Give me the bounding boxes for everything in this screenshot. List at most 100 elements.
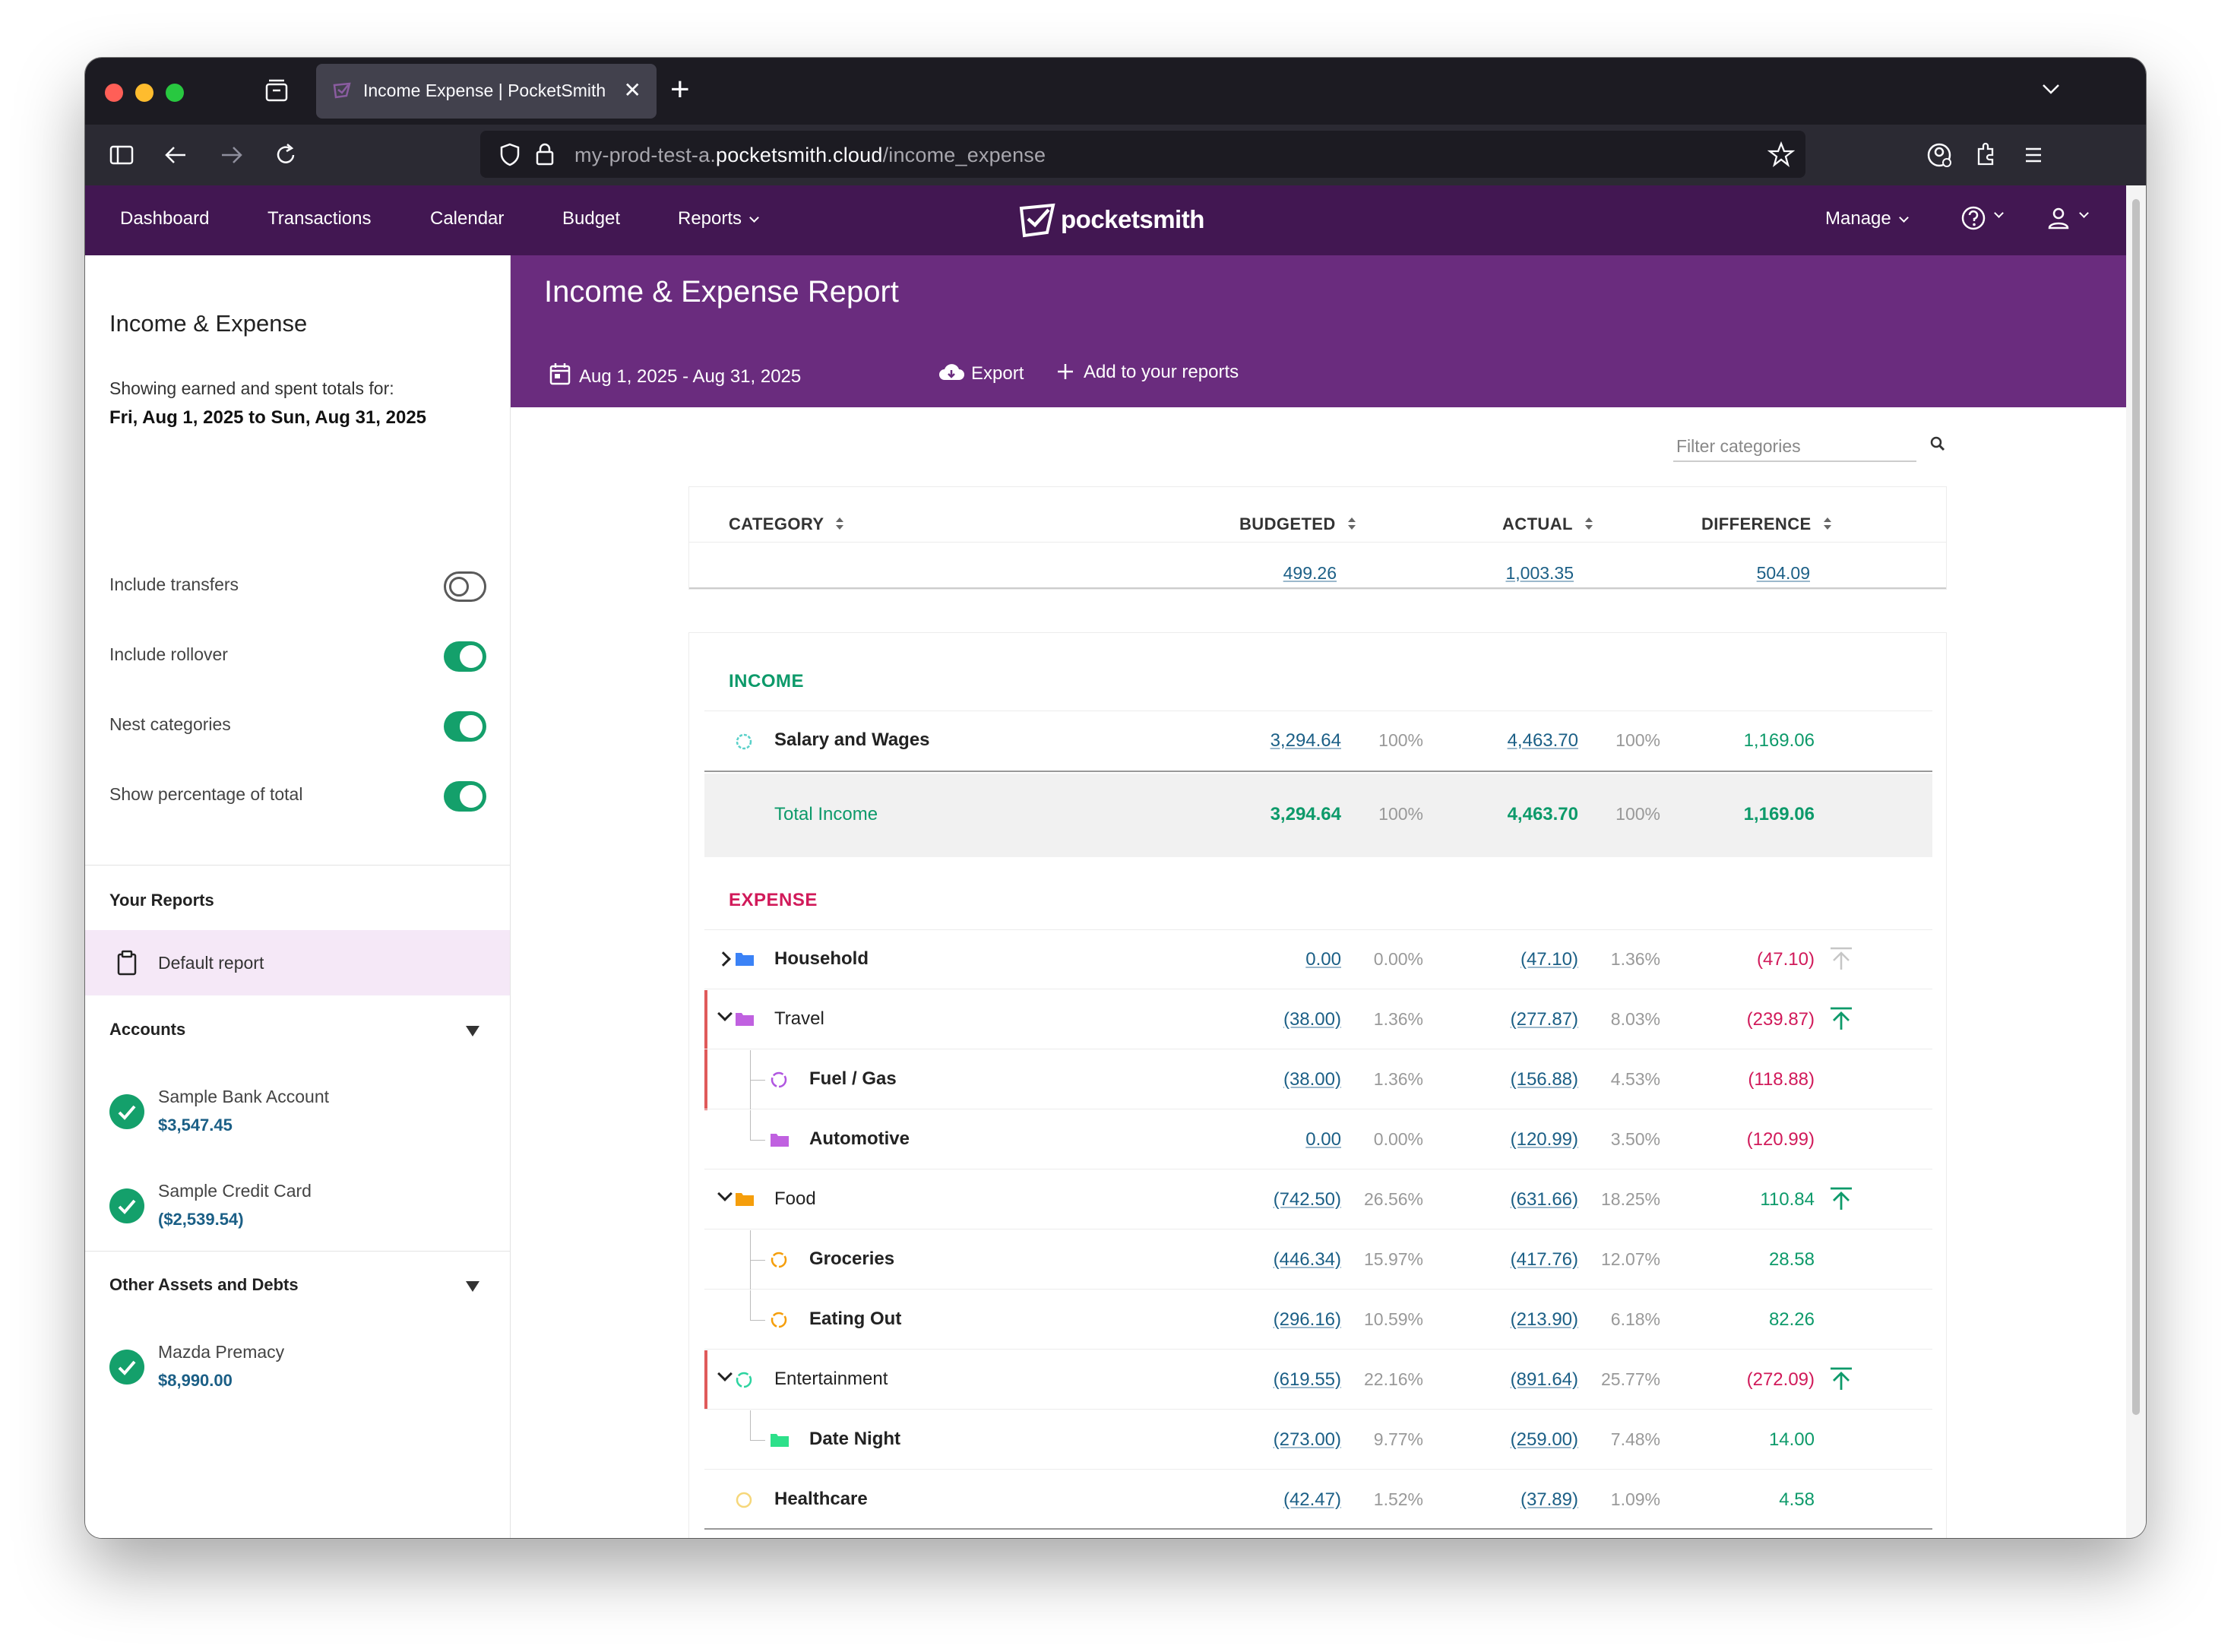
sidebar-title: Income & Expense (109, 310, 308, 337)
expense-section-label: EXPENSE (729, 890, 818, 910)
account-item[interactable]: Mazda Premacy $8,990.00 (109, 1339, 489, 1392)
table-row[interactable]: Groceries (446.34) 15.97% (417.76) 12.07… (704, 1230, 1932, 1290)
search-icon[interactable] (1929, 435, 1948, 454)
page-scrollbar[interactable] (2126, 185, 2146, 1538)
toggle-nest-categories[interactable]: Nest categories (109, 707, 486, 743)
toggle-switch[interactable] (444, 711, 486, 742)
tab-groups-icon[interactable] (263, 78, 290, 105)
export-button[interactable]: Export (938, 362, 1024, 385)
shield-icon[interactable] (497, 141, 523, 167)
folder-icon (771, 1434, 789, 1447)
bookmark-star-icon[interactable] (1767, 141, 1795, 168)
chevron-down-icon[interactable] (717, 1366, 733, 1381)
sidebar-toggle-icon[interactable] (105, 138, 138, 172)
chevron-down-icon (1898, 213, 1909, 223)
default-report-item[interactable]: Default report (85, 930, 510, 995)
nav-budget[interactable]: Budget (562, 208, 621, 229)
chevron-right-icon[interactable] (716, 951, 731, 967)
column-header-budgeted[interactable]: BUDGETED (1239, 514, 1356, 534)
category-ring-icon (771, 1312, 787, 1328)
nav-reports[interactable]: Reports (678, 208, 759, 229)
divider (85, 865, 511, 866)
nav-transactions[interactable]: Transactions (267, 208, 372, 229)
table-row[interactable]: Entertainment (619.55) 22.16% (891.64) 2… (704, 1350, 1932, 1410)
check-icon (109, 1350, 144, 1385)
table-row[interactable]: Healthcare (42.47) 1.52% (37.89) 1.09% 4… (704, 1470, 1932, 1530)
account-sync-icon[interactable] (1922, 138, 1956, 172)
collapse-up-icon[interactable] (1828, 1185, 1855, 1213)
accounts-collapse-caret-icon[interactable] (466, 1026, 479, 1036)
nav-dashboard[interactable]: Dashboard (120, 208, 210, 229)
user-icon (2048, 207, 2069, 229)
total-difference[interactable]: 504.09 (1756, 563, 1810, 583)
sort-icon (1584, 517, 1593, 531)
close-window-button[interactable] (105, 84, 123, 102)
chevron-down-icon[interactable] (717, 1186, 733, 1201)
toggle-include-rollover[interactable]: Include rollover (109, 637, 486, 673)
minimize-window-button[interactable] (135, 84, 153, 102)
account-item[interactable]: Sample Bank Account $3,547.45 (109, 1084, 489, 1137)
report-title: Income & Expense Report (544, 275, 899, 309)
table-row[interactable]: Eating Out (296.16) 10.59% (213.90) 6.18… (704, 1290, 1932, 1350)
zoom-window-button[interactable] (166, 84, 184, 102)
column-header-difference[interactable]: DIFFERENCE (1701, 514, 1831, 534)
chevron-down-icon (2079, 208, 2089, 219)
collapse-up-icon[interactable] (1828, 1005, 1855, 1033)
toggle-switch[interactable] (444, 781, 486, 812)
over-budget-indicator (704, 990, 707, 1110)
table-row[interactable]: Fuel / Gas (38.00) 1.36% (156.88) 4.53% … (704, 1050, 1932, 1109)
reload-icon[interactable] (269, 138, 302, 172)
list-all-tabs-chevron-icon[interactable] (2040, 78, 2062, 100)
folder-icon (736, 1193, 754, 1206)
category-ring-icon (771, 1071, 787, 1088)
table-row[interactable]: Food (742.50) 26.56% (631.66) 18.25% 110… (704, 1170, 1932, 1230)
app-header: Dashboard Transactions Calendar Budget R… (85, 185, 2126, 255)
filter-categories-input[interactable]: Filter categories (1673, 433, 1945, 462)
nav-calendar[interactable]: Calendar (430, 208, 505, 229)
divider (85, 1251, 511, 1252)
toggle-include-transfers[interactable]: Include transfers (109, 567, 486, 603)
sort-icon (836, 517, 844, 531)
income-section-label: INCOME (729, 671, 804, 691)
table-row[interactable]: Household 0.00 0.00% (47.10) 1.36% (47.1… (704, 930, 1932, 989)
help-menu[interactable] (1960, 205, 2004, 231)
new-tab-button[interactable]: + (670, 71, 690, 108)
category-ring-icon (771, 1252, 787, 1268)
forward-arrow-icon[interactable] (214, 138, 248, 172)
address-bar[interactable]: my-prod-test-a.pocketsmith.cloud/income_… (480, 131, 1805, 178)
category-ring-icon (736, 1372, 752, 1388)
lock-icon[interactable] (533, 141, 556, 167)
summary-table: CATEGORY BUDGETED ACTUAL DIFFERENCE 499.… (688, 486, 1947, 590)
total-actual[interactable]: 1,003.35 (1505, 563, 1574, 583)
collapse-up-icon[interactable] (1828, 945, 1855, 973)
column-header-actual[interactable]: ACTUAL (1502, 514, 1593, 534)
total-budgeted[interactable]: 499.26 (1283, 563, 1337, 583)
hamburger-menu-icon[interactable] (2017, 138, 2050, 172)
report-header: Income & Expense Report Aug 1, 2025 - Au… (511, 255, 2126, 407)
folder-icon (736, 1013, 754, 1026)
tab-close-icon[interactable]: ✕ (623, 78, 641, 102)
account-item[interactable]: Sample Credit Card ($2,539.54) (109, 1178, 489, 1231)
user-menu[interactable] (2046, 205, 2089, 231)
chevron-down-icon (1994, 208, 2004, 219)
nav-manage[interactable]: Manage (1825, 208, 1909, 229)
table-row[interactable]: Travel (38.00) 1.36% (277.87) 8.03% (239… (704, 990, 1932, 1049)
folder-icon (736, 953, 754, 966)
add-to-reports-button[interactable]: Add to your reports (1056, 362, 1239, 383)
pocketsmith-logo[interactable]: pocketsmith (1018, 202, 1204, 239)
table-row[interactable]: Automotive 0.00 0.00% (120.99) 3.50% (12… (704, 1110, 1932, 1169)
column-header-category[interactable]: CATEGORY (729, 514, 844, 534)
back-arrow-icon[interactable] (160, 138, 193, 172)
browser-tab-active[interactable]: Income Expense | PocketSmith ✕ (316, 64, 657, 119)
chevron-down-icon[interactable] (717, 1006, 733, 1021)
date-range-picker[interactable]: Aug 1, 2025 - Aug 31, 2025 (549, 362, 801, 388)
extensions-icon[interactable] (1970, 138, 2003, 172)
toggle-show-percentage[interactable]: Show percentage of total (109, 777, 486, 813)
table-row[interactable]: Date Night (273.00) 9.77% (259.00) 7.48%… (704, 1410, 1932, 1470)
chevron-down-icon (749, 213, 759, 223)
toggle-switch[interactable] (444, 571, 486, 602)
table-row[interactable]: Salary and Wages 3,294.64 100% 4,463.70 … (704, 711, 1932, 772)
toggle-switch[interactable] (444, 641, 486, 672)
collapse-up-icon[interactable] (1828, 1366, 1855, 1393)
other-assets-collapse-caret-icon[interactable] (466, 1281, 479, 1292)
